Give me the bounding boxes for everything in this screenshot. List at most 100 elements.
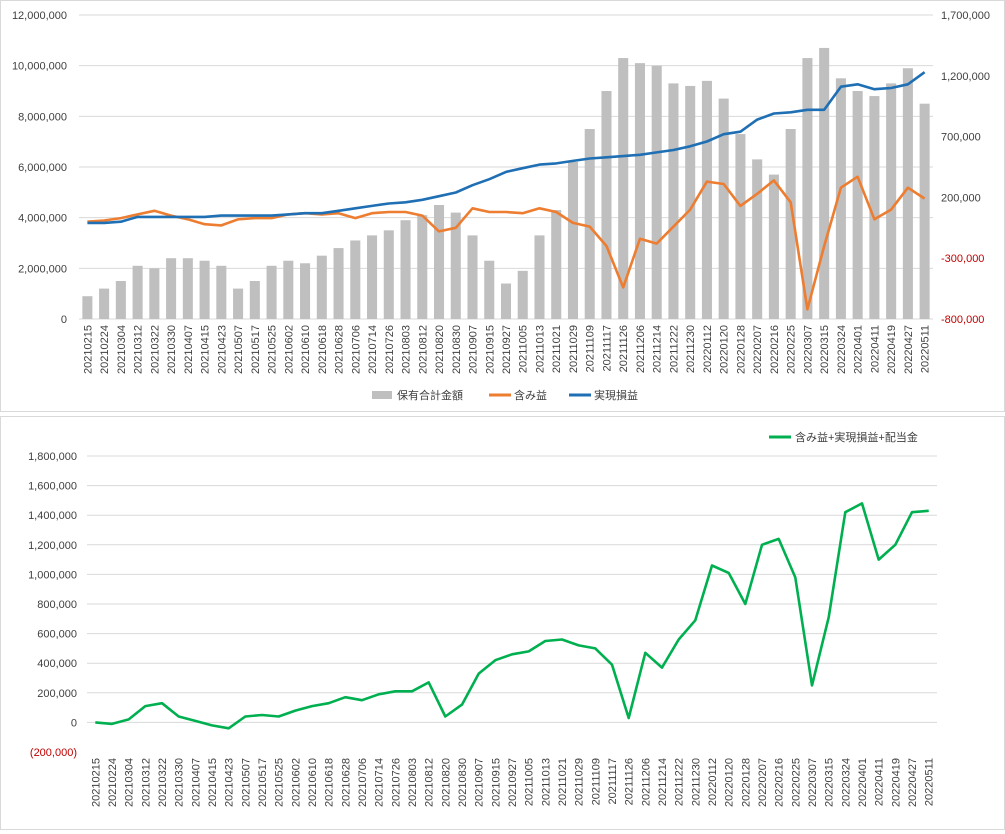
bottom-chart-panel: (200,000) 0 200,000 400,000 600,000 800,000 1,… <box>0 416 1005 830</box>
x-tick-label: 20220411 <box>874 758 886 806</box>
legend-swatch <box>372 391 392 399</box>
x-tick-label: 20210830 <box>457 758 469 807</box>
x-tick-label: 20210803 <box>401 325 413 374</box>
x-tick-label: 20210415 <box>200 325 212 374</box>
x-tick-label: 20210224 <box>107 758 119 807</box>
y-tick-label-right: 1,700,000 <box>941 10 990 22</box>
bar <box>417 215 428 319</box>
x-tick-label: 20211222 <box>674 758 686 806</box>
x-tick-label: 20210618 <box>324 758 336 807</box>
x-tick-label: 20210915 <box>490 758 502 807</box>
x-tick-label: 20220120 <box>719 325 731 374</box>
bar <box>266 265 277 319</box>
x-tick-label: 20211206 <box>640 758 652 806</box>
x-tick-label: 20210927 <box>507 758 519 807</box>
y-tick-label: (200,000) <box>30 747 77 759</box>
x-tick-label: 20210507 <box>233 325 245 374</box>
x-tick-label: 20220112 <box>707 758 719 806</box>
bar <box>484 260 495 319</box>
bar <box>333 248 344 319</box>
x-tick-label: 20220401 <box>853 325 865 374</box>
x-tick-label: 20210322 <box>149 325 161 374</box>
bar <box>82 296 93 319</box>
bar <box>852 91 863 319</box>
bar <box>584 129 595 319</box>
unrealized-profit-line <box>87 175 926 311</box>
x-tick-label: 20220225 <box>786 325 798 374</box>
x-tick-label: 20210423 <box>216 325 228 374</box>
bar <box>316 255 327 319</box>
bar <box>601 91 612 319</box>
y-tick-label-left: 2,000,000 <box>18 263 67 275</box>
x-tick-label: 20210224 <box>99 325 111 374</box>
x-tick-label: 20220324 <box>836 325 848 374</box>
x-tick-label: 20210215 <box>82 325 94 374</box>
x-tick-label: 20211109 <box>590 758 602 805</box>
x-tick-label: 20220128 <box>740 758 752 807</box>
bar <box>383 230 394 319</box>
x-tick-label: 20210330 <box>174 758 186 807</box>
bar <box>350 240 361 319</box>
x-tick-label: 20211013 <box>540 758 552 806</box>
bar <box>869 96 880 319</box>
y-tick-label: 1,800,000 <box>28 451 77 463</box>
y-tick-label-left: 4,000,000 <box>18 213 67 225</box>
bar <box>216 265 227 319</box>
x-tick-label: 20211013 <box>534 325 546 373</box>
bar <box>668 83 679 320</box>
y-tick-label-right: 700,000 <box>941 132 981 144</box>
x-tick-label: 20210407 <box>190 758 202 807</box>
bar <box>500 283 512 319</box>
holdings-profit-chart: 0 2,000,000 4,000,000 6,000,000 8,000,000 10,… <box>12 10 990 402</box>
x-tick-label: 20210525 <box>274 758 286 807</box>
x-tick-label: 20210602 <box>283 325 295 374</box>
bar <box>517 270 528 319</box>
x-tick-label: 20220120 <box>724 758 736 807</box>
legend-label: 含み益 <box>514 388 547 402</box>
bar <box>300 263 311 319</box>
y-tick-label: 1,600,000 <box>28 481 77 493</box>
x-tick-label: 20211126 <box>624 758 636 805</box>
bar <box>249 281 260 319</box>
y-tick-label-left: 12,000,000 <box>12 10 67 22</box>
x-tick-label: 20220307 <box>807 758 819 807</box>
bar <box>685 85 696 319</box>
x-tick-label: 20220511 <box>920 325 932 373</box>
x-tick-label: 20211005 <box>518 325 530 373</box>
x-tick-label: 20211021 <box>551 325 563 373</box>
x-tick-label: 20210618 <box>317 325 329 374</box>
x-tick-label: 20210304 <box>124 758 136 807</box>
x-tick-label: 20210907 <box>474 758 486 807</box>
y-tick-label-right: 200,000 <box>941 192 981 204</box>
x-tick-label: 20210407 <box>183 325 195 374</box>
x-tick-label: 20210525 <box>267 325 279 374</box>
x-tick-label: 20211222 <box>668 325 680 373</box>
x-tick-label: 20220307 <box>802 325 814 374</box>
x-tick-label: 20210312 <box>140 758 152 807</box>
legend-label: 保有合計金額 <box>397 388 463 402</box>
bar <box>902 68 913 319</box>
x-tick-label: 20211021 <box>557 758 569 806</box>
y-tick-label-right: -800,000 <box>941 314 984 326</box>
x-tick-label: 20220128 <box>735 325 747 374</box>
y-tick-label-left: 8,000,000 <box>18 111 67 123</box>
x-tick-label: 20210706 <box>357 758 369 807</box>
x-tick-label: 20211029 <box>574 758 586 806</box>
total-profit-chart: (200,000) 0 200,000 400,000 600,000 800,000 1,… <box>28 430 937 807</box>
x-tick-label: 20210312 <box>133 325 145 374</box>
bar <box>467 235 478 319</box>
bars-holdings <box>82 47 930 320</box>
bar <box>400 220 411 319</box>
x-tick-label: 20220511 <box>924 758 936 806</box>
bar <box>701 80 712 319</box>
x-tick-label: 20210907 <box>468 325 480 374</box>
y-tick-label: 1,000,000 <box>28 569 77 581</box>
x-tick-label: 20210517 <box>250 325 262 374</box>
y-tick-label: 1,200,000 <box>28 540 77 552</box>
x-tick-label: 20220216 <box>769 325 781 374</box>
x-tick-label: 20210915 <box>484 325 496 374</box>
y-tick-label: 200,000 <box>37 688 77 700</box>
x-tick-label: 20220427 <box>907 758 919 807</box>
x-tick-label: 20210803 <box>407 758 419 807</box>
x-tick-label: 20211230 <box>685 325 697 373</box>
